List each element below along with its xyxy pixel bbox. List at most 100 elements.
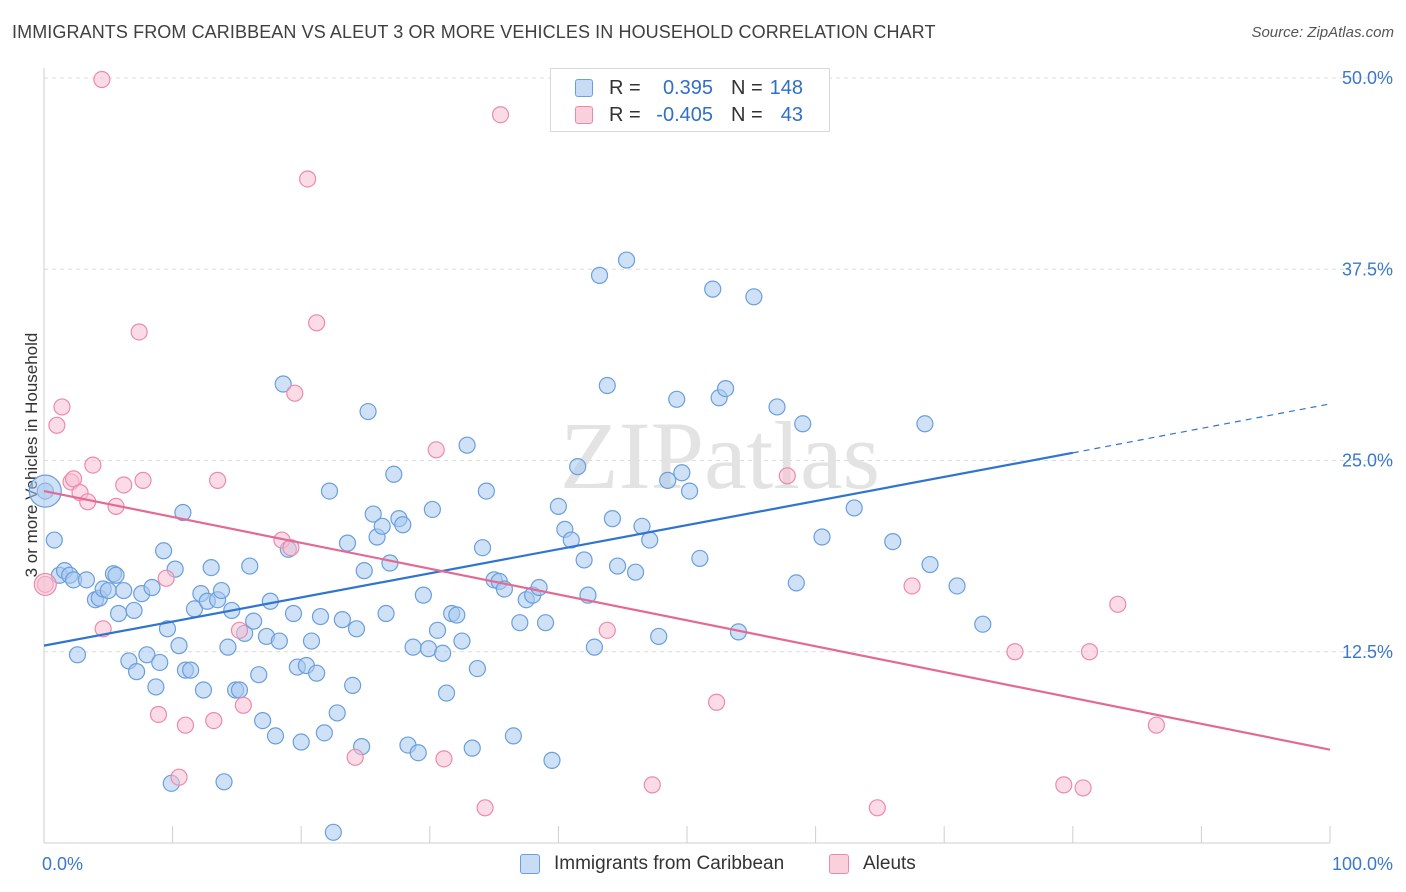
data-point (344, 676, 362, 695)
data-point (308, 664, 326, 682)
data-point (668, 390, 686, 408)
data-point (468, 659, 486, 678)
legend-swatch-pink (575, 106, 593, 124)
data-point (477, 482, 495, 500)
data-point (270, 632, 288, 650)
legend-n-value: 43 (780, 104, 803, 126)
data-point (68, 646, 87, 664)
data-point (170, 637, 188, 655)
data-point (794, 415, 812, 433)
data-point (45, 531, 63, 549)
data-point (284, 604, 303, 623)
data-point (328, 704, 346, 722)
legend-row-pink: R = -0.405 N = 43 (551, 101, 829, 127)
data-point (234, 696, 252, 714)
correlation-legend: R = 0.395 N = 148 R = -0.405 N = 43 (550, 68, 830, 132)
data-point (650, 627, 668, 646)
data-point (266, 727, 285, 745)
data-point (311, 607, 330, 626)
data-point (109, 604, 128, 623)
chart-title: IMMIGRANTS FROM CARIBBEAN VS ALEUT 3 OR … (12, 22, 936, 42)
data-point (320, 482, 339, 500)
data-point (338, 534, 357, 552)
data-point (138, 646, 156, 664)
data-point (435, 750, 453, 768)
data-point (308, 314, 326, 332)
data-point (205, 711, 223, 730)
data-point (99, 581, 117, 600)
data-point (549, 497, 568, 515)
data-point (274, 375, 292, 393)
data-point (448, 606, 466, 624)
y-tick-label: 12.5% (1342, 642, 1393, 662)
data-point (473, 539, 492, 557)
source-credit: Source: ZipAtlas.com (1251, 24, 1394, 41)
data-point (921, 555, 939, 574)
data-point (659, 471, 677, 489)
data-point (245, 612, 263, 630)
data-point (107, 566, 125, 584)
data-point (617, 251, 636, 269)
data-point (359, 402, 377, 421)
data-point (149, 705, 168, 724)
data-point (315, 724, 333, 742)
legend-r-label: R = (609, 77, 641, 99)
legend-label-caribbean: Immigrants from Caribbean (554, 853, 785, 874)
x-tick-label-min: 0.0% (42, 854, 83, 874)
data-point (212, 581, 231, 600)
data-point (381, 554, 399, 572)
legend-swatch-blue (575, 79, 593, 97)
data-point (241, 557, 259, 575)
data-point (182, 661, 200, 679)
data-point (324, 823, 342, 841)
data-point (77, 571, 96, 589)
data-point (176, 716, 195, 734)
legend-r-label: R = (609, 104, 641, 126)
data-point (394, 516, 412, 534)
data-point (1006, 643, 1024, 661)
data-point (230, 681, 249, 699)
data-point (598, 376, 616, 395)
legend-swatch-caribbean (520, 854, 540, 874)
data-point (1055, 776, 1073, 794)
data-point (691, 549, 709, 568)
data-point (299, 170, 317, 188)
data-point (1147, 716, 1165, 734)
data-point (716, 379, 735, 398)
x-tick-label-max: 100.0% (1332, 854, 1393, 874)
data-point (437, 684, 456, 702)
data-point (254, 711, 272, 730)
data-point (787, 574, 805, 592)
data-point (84, 456, 102, 474)
legend-n-label: N = (731, 77, 763, 99)
data-point (292, 733, 310, 751)
data-point (562, 531, 580, 549)
y-tick-label: 37.5% (1342, 259, 1393, 279)
data-point (143, 578, 161, 597)
data-point (504, 727, 522, 745)
data-point (414, 586, 432, 604)
trend-line-caribbean-extension (1072, 403, 1331, 454)
data-point (569, 458, 587, 476)
data-point (845, 499, 863, 517)
data-point (364, 505, 382, 523)
data-point (194, 681, 213, 699)
data-point (428, 621, 447, 639)
data-point (673, 464, 691, 482)
data-point (93, 70, 111, 89)
data-point (745, 288, 763, 306)
legend-row-blue: R = 0.395 N = 148 (551, 74, 829, 100)
legend-label-aleuts: Aleuts (863, 853, 916, 874)
data-point (458, 436, 476, 454)
data-point (704, 280, 722, 298)
data-point (453, 632, 471, 650)
data-point (174, 503, 192, 522)
series-immigrants-from-caribbean (28, 251, 992, 841)
data-point (536, 614, 555, 632)
data-point (575, 551, 593, 569)
data-point (154, 542, 173, 560)
grid-lines (44, 77, 1392, 653)
data-point (884, 532, 902, 551)
data-point (598, 621, 616, 639)
